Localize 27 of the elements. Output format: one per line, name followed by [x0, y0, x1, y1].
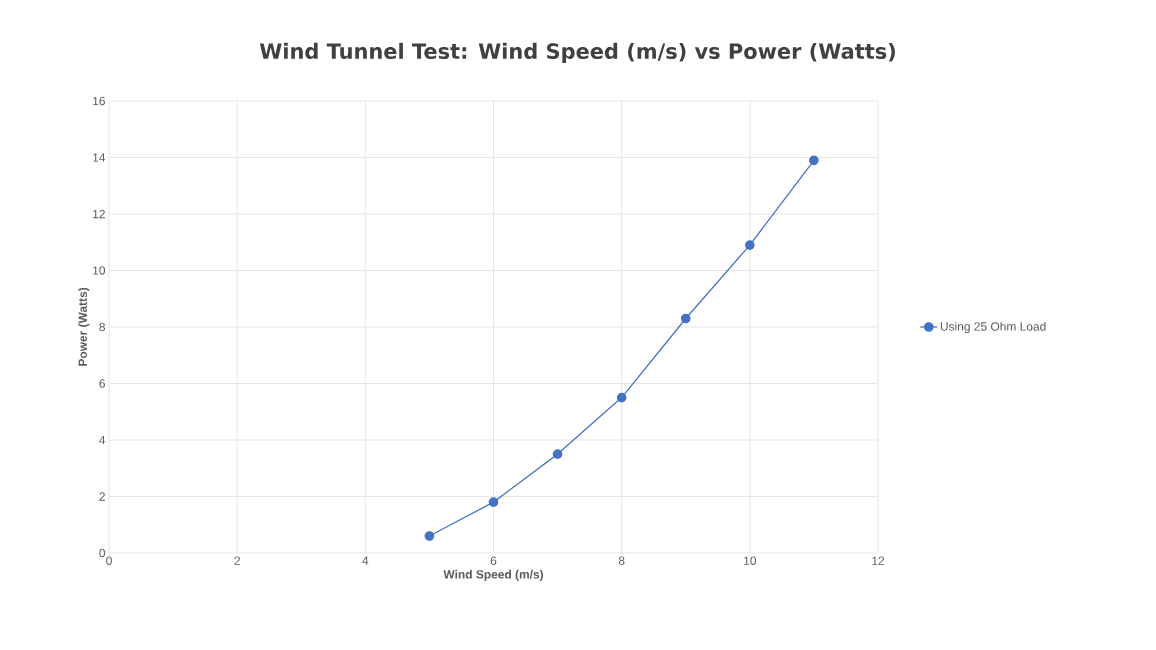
- legend-label: Using 25 Ohm Load: [940, 321, 1046, 334]
- point: [616, 392, 627, 403]
- y-tick-label: 0: [99, 548, 106, 558]
- x-tick-label: 12: [872, 556, 885, 565]
- chart-title: Wind Tunnel Test: Wind Speed (m/s) vs Power (Watts): [259, 42, 895, 64]
- point: [809, 155, 819, 166]
- x-tick-label: 8: [618, 556, 625, 565]
- y-tick-label: 8: [99, 322, 105, 332]
- point: [745, 240, 755, 250]
- y-axis-title: Power (Watts): [78, 287, 90, 366]
- point: [680, 313, 691, 324]
- y-tick-label: 6: [99, 379, 105, 388]
- point: [424, 531, 435, 541]
- x-tick-label: 6: [490, 556, 497, 565]
- x-tick-label: 4: [362, 556, 369, 565]
- y-tick-label: 10: [93, 266, 106, 275]
- point: [552, 449, 563, 459]
- y-tick-label: 12: [93, 209, 105, 219]
- point: [488, 497, 499, 507]
- x-tick-label: 10: [744, 556, 757, 565]
- y-tick-label: 16: [93, 96, 105, 106]
- y-tick-label: 14: [93, 153, 106, 162]
- x-tick-label: 2: [234, 556, 240, 565]
- x-axis-title: Wind Speed (m/s): [443, 569, 544, 581]
- x-tick-label: 0: [106, 556, 112, 565]
- y-tick-label: 4: [99, 435, 106, 445]
- y-tick-label: 2: [99, 492, 105, 501]
